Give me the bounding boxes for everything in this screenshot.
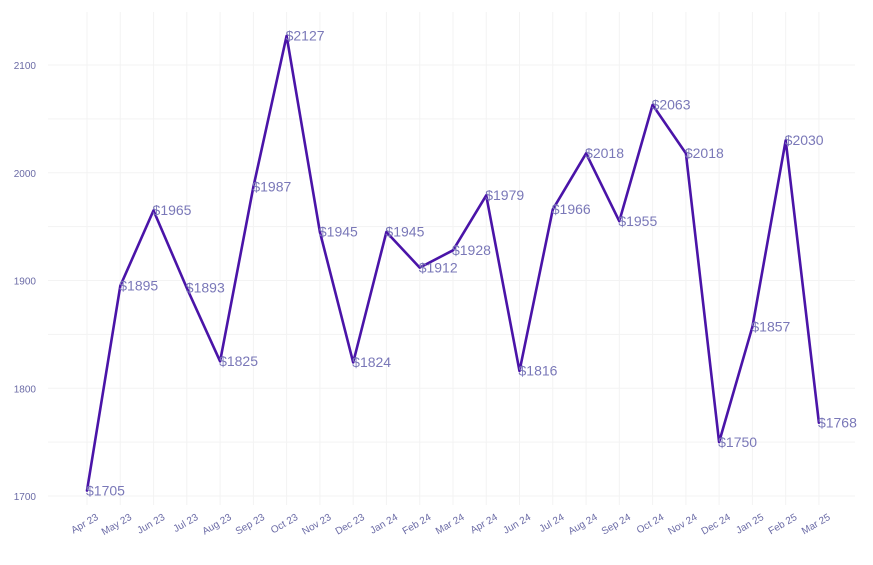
x-tick-label: Mar 25	[800, 512, 833, 537]
x-tick-label: May 23	[100, 512, 134, 538]
data-label: $1987	[252, 178, 291, 194]
data-label: $1945	[319, 224, 358, 240]
grid	[48, 12, 855, 505]
x-tick-label: Dec 23	[334, 512, 367, 538]
x-tick-label: Jun 23	[136, 512, 168, 537]
data-label: $1750	[718, 434, 757, 450]
y-tick-label: 2000	[14, 169, 37, 180]
data-label: $1824	[352, 354, 391, 370]
x-tick-label: Oct 24	[635, 512, 666, 536]
data-label: $2018	[685, 145, 724, 161]
data-label: $1768	[818, 414, 857, 430]
data-label: $1816	[519, 363, 558, 379]
x-tick-label: Apr 23	[69, 512, 100, 536]
x-tick-label: Aug 23	[201, 512, 234, 538]
data-label: $1928	[452, 242, 491, 258]
data-label: $1705	[86, 482, 125, 498]
data-label: $2018	[585, 145, 624, 161]
data-label: $1955	[618, 213, 657, 229]
x-axis: Apr 23 May 23 Jun 23 Jul 23 Aug 23 Sep 23 Oct …	[69, 512, 832, 538]
data-label: $1965	[153, 202, 192, 218]
series-line	[85, 34, 821, 492]
x-tick-label: Aug 24	[567, 512, 600, 538]
data-label: $1945	[385, 224, 424, 240]
data-label: $1912	[419, 259, 458, 275]
y-tick-label: 1800	[14, 384, 37, 395]
data-labels: $1705 $1895 $1965 $1893 $1825 $1987 $2127 $1945…	[86, 28, 857, 499]
x-tick-label: Apr 24	[469, 512, 500, 536]
x-tick-label: Nov 24	[666, 512, 699, 538]
x-tick-label: Oct 23	[269, 512, 300, 536]
x-tick-label: Dec 24	[700, 512, 733, 538]
y-tick-label: 1900	[14, 277, 37, 288]
data-label: $1857	[751, 319, 790, 335]
y-tick-label: 2100	[14, 61, 37, 72]
data-label: $1979	[485, 187, 524, 203]
x-tick-label: Sep 23	[234, 512, 267, 538]
x-tick-label: Sep 24	[600, 512, 633, 538]
x-tick-label: Feb 24	[401, 512, 434, 537]
data-label: $1825	[219, 353, 258, 369]
data-label: $2127	[286, 28, 325, 44]
data-label: $1895	[119, 278, 158, 294]
y-tick-label: 1700	[14, 492, 37, 503]
x-tick-label: Jun 24	[502, 512, 534, 537]
x-tick-label: Jul 24	[538, 512, 567, 535]
x-tick-label: Jan 25	[734, 512, 766, 537]
y-axis: 1700 1800 1900 2000 2100	[14, 61, 37, 503]
data-label: $2063	[652, 97, 691, 113]
data-label: $1893	[186, 280, 225, 296]
x-tick-label: Jul 23	[172, 512, 201, 535]
x-tick-label: Nov 23	[300, 512, 333, 538]
data-label: $2030	[785, 132, 824, 148]
x-tick-label: Jan 24	[368, 512, 400, 537]
x-tick-label: Feb 25	[767, 512, 800, 537]
data-label: $1966	[552, 201, 591, 217]
series	[85, 34, 821, 492]
x-tick-label: Mar 24	[434, 512, 467, 537]
